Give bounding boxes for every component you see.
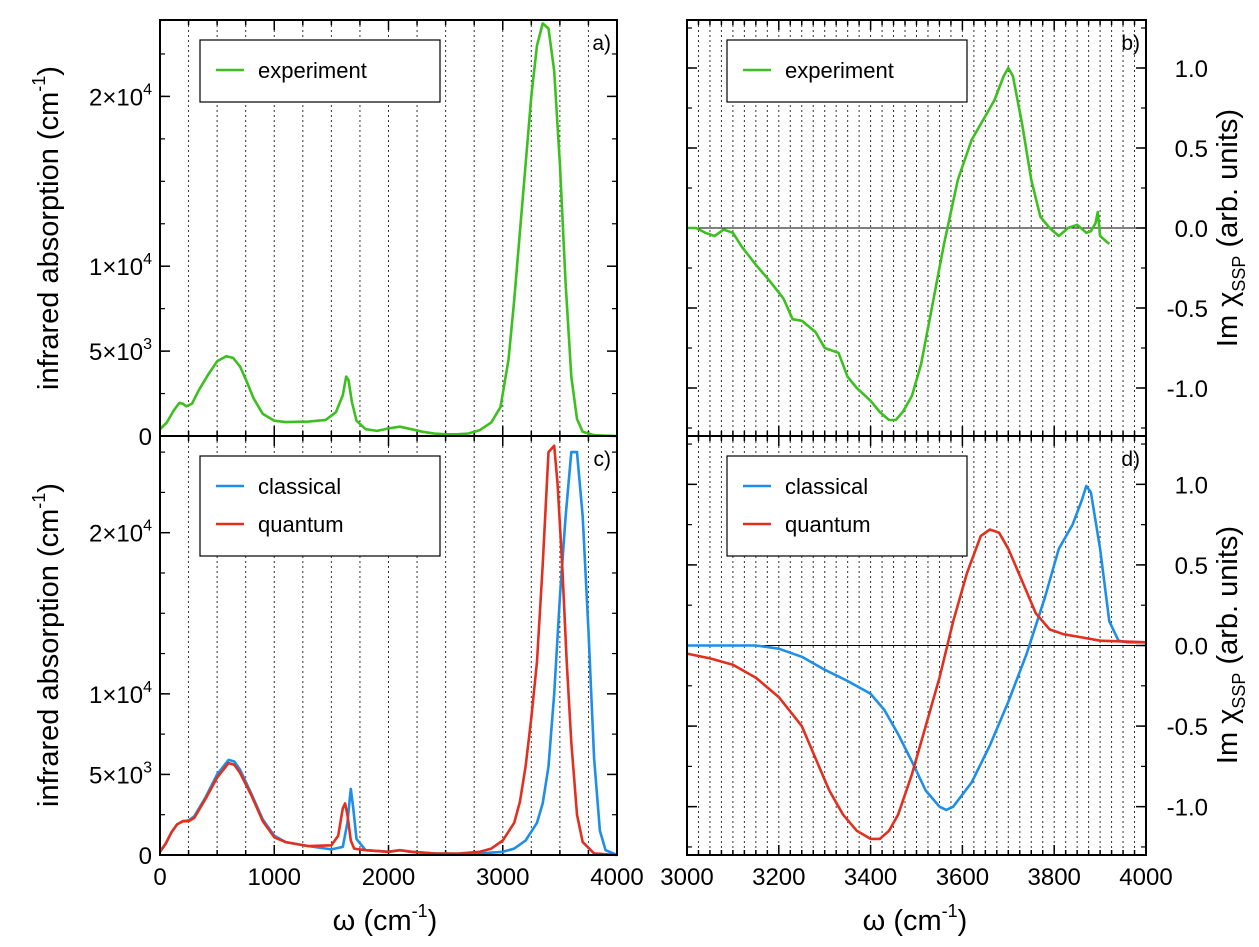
y-tick-label: 5×103 bbox=[89, 336, 152, 366]
x-tick-label: 3800 bbox=[1028, 864, 1081, 891]
y-axis-title-d: Im χSSP (arb. units) bbox=[1212, 526, 1249, 764]
series-line-quantum bbox=[158, 444, 618, 857]
y-tick-label: 1.0 bbox=[1175, 472, 1208, 499]
series-line-experiment bbox=[159, 22, 618, 438]
y-tick-label: 1.0 bbox=[1175, 56, 1208, 83]
x-tick-label: 3200 bbox=[752, 864, 805, 891]
legend: classical quantum bbox=[199, 455, 441, 557]
x-tick-label: 3000 bbox=[476, 864, 529, 891]
panel-label: d) bbox=[1121, 448, 1140, 471]
y-tick-label: 1×104 bbox=[89, 251, 152, 281]
legend-label: quantum bbox=[258, 512, 344, 537]
legend-label: classical bbox=[785, 474, 868, 499]
y-tick-label: 1×104 bbox=[89, 679, 152, 709]
x-tick-label: 3000 bbox=[660, 864, 713, 891]
legend: experiment bbox=[199, 39, 441, 103]
axis-titles: infrared absorption (cm-1) infrared absor… bbox=[29, 66, 1249, 937]
legend-box bbox=[199, 455, 441, 557]
legend-label: experiment bbox=[258, 58, 367, 83]
series-line-quantum bbox=[686, 528, 1147, 841]
legend-label: experiment bbox=[785, 58, 894, 83]
plot-frame bbox=[686, 435, 1147, 856]
x-axis-title-d: ω (cm-1) bbox=[863, 901, 968, 937]
legend-box bbox=[726, 455, 968, 557]
x-tick-label: 3600 bbox=[936, 864, 989, 891]
x-tick-label: 1000 bbox=[248, 864, 301, 891]
legend: classical quantum bbox=[726, 455, 968, 557]
legend-label: quantum bbox=[785, 512, 871, 537]
panel-d: d) classical quantum 1.0 0.5 0.0 -0.5 -1.0 3000 3… bbox=[660, 435, 1208, 891]
x-tick-label: 2000 bbox=[362, 864, 415, 891]
y-tick-label: -0.5 bbox=[1167, 714, 1208, 741]
y-axis-title-a: infrared absorption (cm-1) bbox=[29, 66, 65, 390]
y-tick-label: 0.0 bbox=[1175, 216, 1208, 243]
y-tick-label: 0.0 bbox=[1175, 634, 1208, 661]
series-line-classical bbox=[687, 484, 1146, 812]
y-tick-label: -1.0 bbox=[1167, 376, 1208, 403]
x-tick-label: 0 bbox=[153, 864, 166, 891]
y-tick-label: 5×103 bbox=[89, 759, 152, 789]
x-tick-label: 4000 bbox=[590, 864, 643, 891]
panel-label: c) bbox=[594, 448, 612, 471]
panel-a: a) experiment 0 5×103 1×104 2×104 bbox=[89, 19, 618, 451]
x-axis-title-c: ω (cm-1) bbox=[333, 901, 438, 937]
panel-b: b) experiment 1.0 0.5 0.0 -0.5 -1.0 bbox=[686, 19, 1208, 437]
y-tick-label: 0 bbox=[139, 424, 152, 451]
legend: experiment bbox=[726, 39, 968, 103]
x-tick-label: 4000 bbox=[1119, 864, 1172, 891]
y-axis-title-b: Im χSSP (arb. units) bbox=[1212, 109, 1249, 347]
y-tick-label: 0.5 bbox=[1175, 553, 1208, 580]
panel-c: c) classical quantum 0 5×103 1×104 2×104 0 1000 2… bbox=[89, 435, 644, 891]
y-axis-title-c: infrared absorption (cm-1) bbox=[29, 483, 65, 807]
y-tick-label: 2×104 bbox=[89, 518, 152, 548]
y-tick-label: 2×104 bbox=[89, 81, 152, 111]
panel-label: b) bbox=[1121, 32, 1140, 55]
legend-label: classical bbox=[258, 474, 341, 499]
plot-frame bbox=[159, 435, 618, 856]
y-tick-label: 0.5 bbox=[1175, 136, 1208, 163]
series-line-experiment bbox=[687, 66, 1111, 422]
y-tick-label: -1.0 bbox=[1167, 795, 1208, 822]
panel-label: a) bbox=[592, 32, 611, 55]
y-tick-label: 0 bbox=[139, 843, 152, 870]
y-tick-label: -0.5 bbox=[1167, 296, 1208, 323]
x-tick-label: 3400 bbox=[844, 864, 897, 891]
